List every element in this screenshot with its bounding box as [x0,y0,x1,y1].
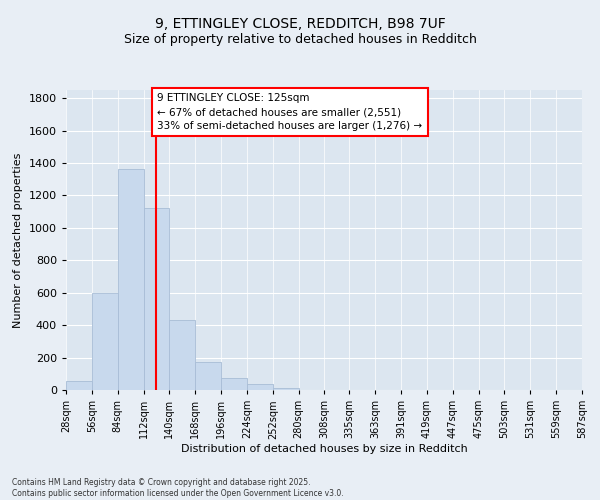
Bar [92,292,118,390]
Text: 9 ETTINGLEY CLOSE: 125sqm
← 67% of detached houses are smaller (2,551)
33% of se: 9 ETTINGLEY CLOSE: 125sqm ← 67% of detac… [157,93,422,131]
Bar [143,208,169,390]
X-axis label: Distribution of detached houses by size in Redditch: Distribution of detached houses by size … [181,444,467,454]
Text: Size of property relative to detached houses in Redditch: Size of property relative to detached ho… [124,32,476,46]
Bar [66,381,92,390]
Bar [221,378,247,390]
Bar [273,388,299,390]
Bar [169,320,195,390]
Bar [247,384,273,390]
Y-axis label: Number of detached properties: Number of detached properties [13,152,23,328]
Text: Contains HM Land Registry data © Crown copyright and database right 2025.
Contai: Contains HM Land Registry data © Crown c… [12,478,344,498]
Bar [118,170,143,390]
Bar [195,362,221,390]
Text: 9, ETTINGLEY CLOSE, REDDITCH, B98 7UF: 9, ETTINGLEY CLOSE, REDDITCH, B98 7UF [155,18,445,32]
